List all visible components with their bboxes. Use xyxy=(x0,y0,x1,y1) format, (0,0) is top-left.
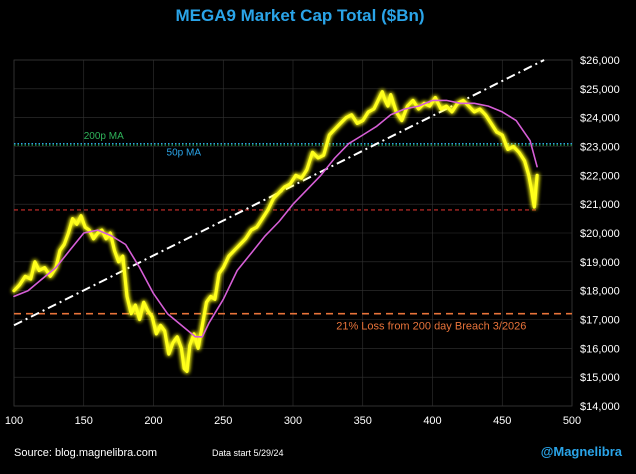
reference-lines xyxy=(13,59,572,327)
y-tick-label: $17,000 xyxy=(580,315,620,327)
label-50p-ma: 50p MA xyxy=(167,148,202,159)
axis-ticks: 100 150 200 250 300 350 400 450 500 $14,000 $15,00… xyxy=(5,55,620,427)
y-tick-label: $15,000 xyxy=(580,372,620,384)
x-tick-label: 500 xyxy=(563,415,581,427)
series-line-price xyxy=(12,90,539,373)
data-start-text: Data start 5/29/24 xyxy=(212,448,284,458)
y-tick-label: $22,000 xyxy=(580,170,620,182)
x-tick-label: 350 xyxy=(354,415,372,427)
trendline xyxy=(13,59,545,327)
x-tick-label: 100 xyxy=(5,415,23,427)
source-text: Source: blog.magnelibra.com xyxy=(14,447,157,459)
series-line-50p-ma xyxy=(13,99,538,338)
x-tick-label: 200 xyxy=(144,415,162,427)
label-loss: 21% Loss from 200 day Breach 3/2026 xyxy=(336,321,526,333)
y-tick-label: $16,000 xyxy=(580,343,620,355)
x-tick-label: 300 xyxy=(284,415,302,427)
y-tick-label: $25,000 xyxy=(580,84,620,96)
handle-text: @Magnelibra xyxy=(541,444,623,459)
y-tick-label: $23,000 xyxy=(580,142,620,154)
chart-title: MEGA9 Market Cap Total ($Bn) xyxy=(175,6,424,25)
y-tick-label: $21,000 xyxy=(580,199,620,211)
y-tick-label: $24,000 xyxy=(580,113,620,125)
x-tick-label: 450 xyxy=(493,415,511,427)
y-tick-label: $26,000 xyxy=(580,55,620,67)
y-tick-label: $19,000 xyxy=(580,257,620,269)
series-group xyxy=(12,90,539,373)
y-tick-label: $20,000 xyxy=(580,228,620,240)
label-200p-ma: 200p MA xyxy=(84,131,124,142)
x-tick-label: 150 xyxy=(75,415,93,427)
annotations: 200p MA 50p MA 21% Loss from 200 day Breac… xyxy=(84,131,527,333)
y-tick-label: $18,000 xyxy=(580,286,620,298)
x-tick-label: 400 xyxy=(423,415,441,427)
grid xyxy=(13,59,573,407)
x-tick-label: 250 xyxy=(214,415,232,427)
y-tick-label: $14,000 xyxy=(580,401,620,413)
